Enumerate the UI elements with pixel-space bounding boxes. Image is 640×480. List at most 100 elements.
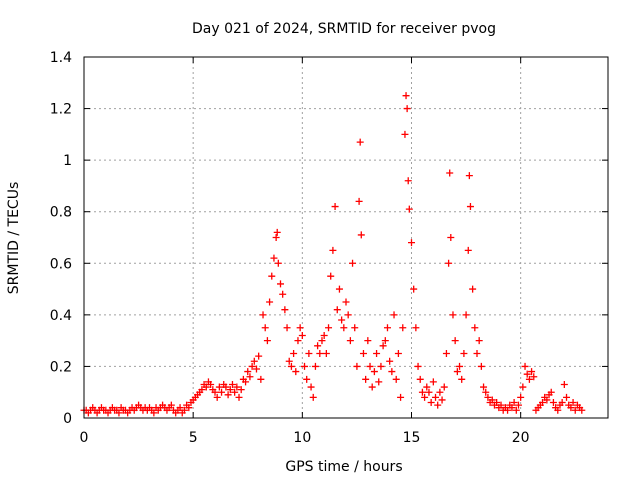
- data-point: [456, 362, 464, 370]
- y-tick-label: 0.6: [50, 256, 72, 272]
- data-point: [346, 337, 354, 345]
- data-point: [497, 401, 505, 409]
- data-point: [466, 203, 474, 211]
- data-point: [554, 406, 562, 414]
- data-point: [508, 404, 516, 412]
- data-point: [493, 399, 501, 407]
- x-axis-title: GPS time / hours: [285, 459, 402, 475]
- plot-frame: [83, 56, 609, 419]
- data-point: [438, 396, 446, 404]
- data-point: [471, 324, 479, 332]
- x-tick-label: 10: [293, 430, 311, 446]
- data-point: [475, 337, 483, 345]
- data-point: [460, 350, 468, 358]
- data-point: [418, 388, 426, 396]
- data-point: [370, 368, 378, 376]
- data-point: [359, 350, 367, 358]
- data-point: [307, 383, 315, 391]
- data-point: [215, 383, 223, 391]
- data-point: [434, 401, 442, 409]
- data-point: [281, 306, 289, 314]
- data-point: [329, 246, 337, 254]
- data-point: [342, 298, 350, 306]
- data-point: [421, 393, 429, 401]
- data-points: [80, 92, 586, 417]
- data-point: [176, 404, 184, 412]
- data-point: [390, 311, 398, 319]
- data-point: [567, 404, 575, 412]
- data-point: [362, 375, 370, 383]
- data-point: [298, 331, 306, 339]
- data-point: [356, 138, 364, 146]
- y-tick-label: 0.4: [50, 308, 72, 324]
- data-point: [228, 380, 236, 388]
- data-point: [410, 285, 418, 293]
- x-tick-label: 15: [403, 430, 421, 446]
- data-point: [231, 388, 239, 396]
- data-point: [296, 324, 304, 332]
- data-point: [521, 362, 529, 370]
- data-point: [425, 388, 433, 396]
- data-point: [549, 399, 557, 407]
- data-point: [252, 365, 260, 373]
- data-point: [377, 362, 385, 370]
- data-point: [180, 406, 188, 414]
- data-point: [539, 399, 546, 407]
- data-point: [383, 324, 391, 332]
- data-point: [464, 246, 472, 254]
- data-point: [333, 306, 341, 314]
- grid-lines: [84, 57, 608, 418]
- y-tick-label: 0: [63, 411, 72, 427]
- data-point: [283, 324, 291, 332]
- data-point: [558, 399, 566, 407]
- data-point: [263, 337, 271, 345]
- data-point: [279, 290, 287, 298]
- data-point: [488, 396, 496, 404]
- data-point: [167, 401, 175, 409]
- data-point: [305, 350, 313, 358]
- data-point: [115, 409, 123, 417]
- data-point: [322, 350, 330, 358]
- data-point: [273, 228, 281, 236]
- data-point: [368, 383, 376, 391]
- data-point: [547, 388, 555, 396]
- data-point: [578, 406, 586, 414]
- data-point: [458, 375, 466, 383]
- y-axis-title: SRMTID / TECUs: [6, 182, 22, 295]
- data-point: [198, 386, 206, 394]
- data-point: [335, 285, 343, 293]
- data-point: [504, 406, 512, 414]
- data-point: [397, 393, 405, 401]
- data-point: [277, 280, 284, 288]
- data-point: [412, 324, 420, 332]
- data-point: [525, 375, 533, 383]
- data-point: [259, 311, 267, 319]
- data-point: [366, 362, 374, 370]
- data-point: [316, 350, 324, 358]
- data-point: [523, 370, 531, 378]
- data-point: [237, 386, 245, 394]
- data-point: [477, 362, 485, 370]
- data-point: [451, 337, 459, 345]
- data-point: [563, 393, 571, 401]
- data-point: [344, 311, 352, 319]
- data-point: [222, 383, 230, 391]
- data-point: [301, 362, 309, 370]
- data-point: [473, 350, 481, 358]
- data-point: [482, 388, 490, 396]
- data-point: [399, 324, 407, 332]
- data-point: [303, 375, 311, 383]
- data-point: [404, 177, 412, 185]
- data-point: [292, 368, 300, 376]
- data-point: [311, 362, 319, 370]
- data-point: [465, 172, 473, 180]
- y-tick-label: 1: [63, 153, 72, 169]
- data-point: [392, 375, 400, 383]
- data-point: [242, 378, 250, 386]
- data-point: [394, 350, 402, 358]
- data-point: [469, 285, 477, 293]
- data-point: [266, 298, 274, 306]
- data-point: [379, 342, 387, 350]
- data-point: [373, 350, 381, 358]
- data-point: [255, 352, 263, 360]
